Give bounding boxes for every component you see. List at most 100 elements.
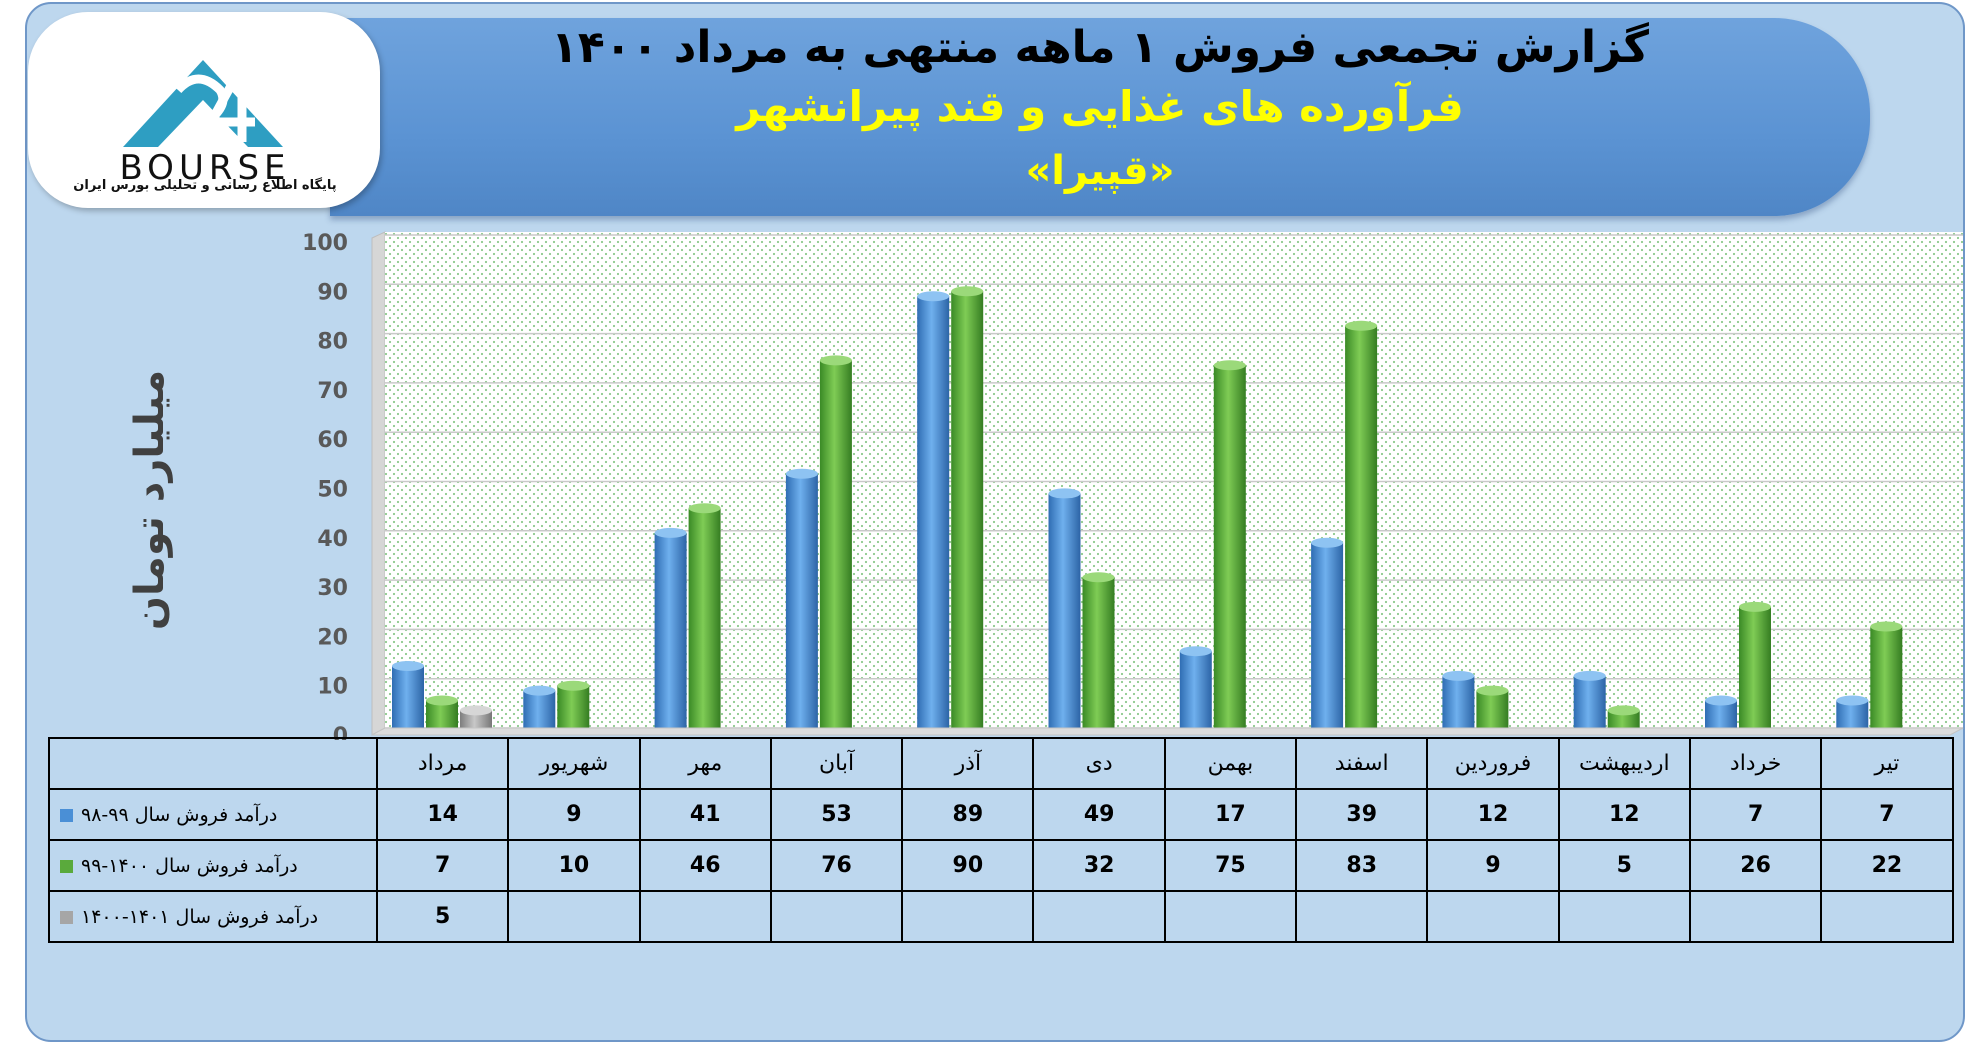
y-tick-label: 80 bbox=[317, 330, 348, 355]
data-label: 90 bbox=[901, 839, 1035, 892]
ticker-symbol: «قپیرا» bbox=[1025, 148, 1175, 194]
bar bbox=[1442, 670, 1475, 735]
legend-swatch bbox=[60, 859, 73, 873]
bar-body bbox=[951, 291, 984, 735]
table-row: درآمد فروش سال ۱۴۰۰-۹۹ 7 10 46 76 90 32 75 83 9 5 2… bbox=[48, 839, 1954, 892]
legend-entry: درآمد فروش سال ۹۹-۹۸ bbox=[48, 788, 378, 841]
plot-floor bbox=[371, 727, 1964, 736]
bar-cap bbox=[1739, 601, 1771, 612]
bar bbox=[1870, 621, 1903, 735]
bar-cap bbox=[392, 660, 424, 671]
data-label: 22 bbox=[1820, 839, 1954, 892]
y-tick-label: 70 bbox=[317, 379, 348, 404]
bar-body bbox=[1573, 675, 1606, 735]
bar-cap bbox=[1213, 360, 1246, 371]
data-label: 12 bbox=[1426, 788, 1560, 841]
table-corner bbox=[49, 738, 378, 790]
bar-body bbox=[1311, 542, 1344, 735]
bar-cap bbox=[1705, 695, 1737, 706]
bar bbox=[1082, 572, 1115, 735]
legend-entry: درآمد فروش سال ۱۴۰۱-۱۴۰۰ bbox=[48, 890, 378, 943]
bar-cap bbox=[1870, 621, 1903, 632]
data-label: 26 bbox=[1688, 839, 1823, 892]
bar-cap bbox=[1345, 320, 1378, 331]
bar bbox=[785, 468, 818, 735]
data-label bbox=[1295, 890, 1429, 943]
x-tick-label: آبان bbox=[769, 737, 904, 790]
bar-body bbox=[1082, 577, 1115, 735]
data-label: 49 bbox=[1032, 788, 1166, 841]
data-label bbox=[1557, 890, 1691, 943]
data-label: 89 bbox=[901, 788, 1035, 841]
logo-mark-icon bbox=[123, 60, 283, 151]
y-tick-label: 20 bbox=[317, 625, 348, 650]
x-tick-label: خرداد bbox=[1688, 737, 1823, 790]
y-tick-label: 60 bbox=[317, 428, 348, 453]
y-tick-label: 50 bbox=[317, 478, 348, 503]
bar bbox=[1213, 360, 1246, 735]
logo-tagline: پایگاه اطلاع رسانی و تحلیلی بورس ایران bbox=[73, 178, 337, 193]
x-tick-label: آذر bbox=[901, 737, 1035, 790]
legend-swatch bbox=[60, 808, 73, 822]
data-label: 53 bbox=[769, 788, 904, 841]
data-table: مرداد شهریور مهر آبان آذر دی بهمن اسفند فروردین ا… bbox=[48, 737, 1954, 943]
bar-body bbox=[1213, 365, 1246, 735]
bar-cap bbox=[1082, 572, 1115, 583]
data-label: 9 bbox=[1426, 839, 1560, 892]
data-label: 46 bbox=[638, 839, 772, 892]
data-label: 5 bbox=[1557, 839, 1691, 892]
bars bbox=[392, 286, 1903, 735]
bar bbox=[688, 503, 721, 735]
data-label: 83 bbox=[1295, 839, 1429, 892]
bar-body bbox=[1870, 626, 1903, 735]
x-tick-label: مهر bbox=[638, 737, 772, 790]
bar-cap bbox=[951, 286, 984, 297]
bar-body bbox=[819, 360, 852, 735]
bar-cap bbox=[654, 527, 687, 538]
plot-side-wall bbox=[371, 231, 386, 736]
bar-cap bbox=[1573, 670, 1606, 681]
x-tick-label: مرداد bbox=[375, 737, 510, 790]
bar-body bbox=[557, 685, 590, 735]
report-title: گزارش تجمعی فروش ۱ ماهه منتهی به مرداد ۱… bbox=[551, 22, 1649, 73]
bar-body bbox=[785, 473, 818, 735]
bar-body bbox=[1048, 493, 1081, 735]
bar bbox=[1739, 601, 1771, 735]
bar bbox=[1179, 646, 1212, 735]
data-label bbox=[769, 890, 904, 943]
data-label: 7 bbox=[1820, 788, 1954, 841]
bar-body bbox=[1739, 606, 1771, 735]
y-tick-label: 100 bbox=[302, 231, 348, 256]
company-name: فرآورده های غذایی و قند پیرانشهر bbox=[736, 82, 1464, 131]
bar-cap bbox=[785, 468, 818, 479]
x-tick-label: دی bbox=[1032, 737, 1166, 790]
data-label: 14 bbox=[375, 788, 510, 841]
bar-cap bbox=[688, 503, 721, 514]
bar bbox=[557, 680, 590, 735]
x-tick-label: شهریور bbox=[507, 737, 641, 790]
data-label: 5 bbox=[375, 890, 510, 943]
y-tick-label: 10 bbox=[317, 675, 348, 700]
bar-body bbox=[1179, 651, 1212, 735]
y-tick-label: 90 bbox=[317, 280, 348, 305]
series-name: درآمد فروش سال ۹۹-۹۸ bbox=[81, 803, 278, 826]
bar bbox=[951, 286, 984, 735]
legend-swatch bbox=[60, 910, 73, 924]
bar bbox=[654, 527, 687, 735]
data-label bbox=[1426, 890, 1560, 943]
x-tick-label: اسفند bbox=[1295, 737, 1429, 790]
title-banner bbox=[330, 18, 1870, 216]
x-tick-label: اردیبهشت bbox=[1557, 737, 1691, 790]
data-label: 32 bbox=[1032, 839, 1166, 892]
series-name: درآمد فروش سال ۱۴۰۱-۱۴۰۰ bbox=[81, 905, 319, 928]
bar-cap bbox=[1607, 705, 1640, 716]
bar-body bbox=[654, 532, 687, 735]
bar-chart: 0 10 20 30 40 50 60 70 80 90 100 bbox=[302, 231, 1964, 740]
bar-cap bbox=[1311, 537, 1344, 548]
data-label: 17 bbox=[1163, 788, 1298, 841]
table-row: درآمد فروش سال ۱۴۰۱-۱۴۰۰ 5 bbox=[48, 890, 1954, 943]
bar-body bbox=[917, 296, 950, 735]
table-row: درآمد فروش سال ۹۹-۹۸ 14 9 41 53 89 49 17 39 12 12 7… bbox=[48, 788, 1954, 841]
y-tick-label: 30 bbox=[317, 576, 348, 601]
data-label bbox=[1820, 890, 1954, 943]
